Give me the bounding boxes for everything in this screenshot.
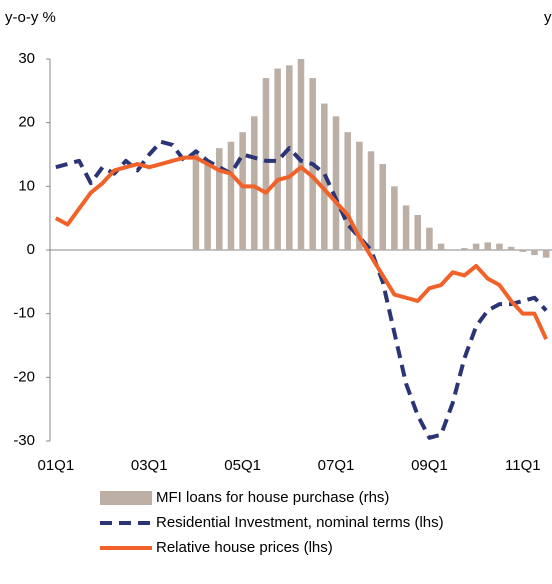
y-tick-label: 0 xyxy=(27,241,35,258)
bar xyxy=(356,141,363,250)
y-tick-label: 30 xyxy=(18,50,35,67)
bar xyxy=(204,160,211,250)
y-tick-label: -30 xyxy=(13,432,35,449)
bar xyxy=(239,132,246,250)
y-tick-label: -10 xyxy=(13,305,35,322)
bar xyxy=(507,246,515,250)
bar xyxy=(472,243,480,250)
y-tick-label: 20 xyxy=(18,114,35,131)
y-tick-label: -20 xyxy=(13,368,35,385)
bar xyxy=(414,214,422,250)
bar xyxy=(367,151,375,250)
x-tick-label: 11Q1 xyxy=(505,457,541,474)
x-tick-label: 05Q1 xyxy=(224,457,261,474)
legend-label: MFI loans for house purchase (rhs) xyxy=(156,489,389,506)
y2-axis-label: y xyxy=(544,9,552,26)
x-tick-label: 03Q1 xyxy=(131,457,168,474)
x-tick-label: 01Q1 xyxy=(37,457,74,474)
x-tick-label: 09Q1 xyxy=(411,457,448,474)
legend-label: Residential Investment, nominal terms (l… xyxy=(156,514,444,531)
bar xyxy=(297,59,305,250)
y-axis-label: y-o-y % xyxy=(5,9,56,26)
legend-label: Relative house prices (lhs) xyxy=(156,539,333,556)
bar xyxy=(262,78,270,250)
bar xyxy=(344,132,351,250)
bar xyxy=(461,248,468,250)
x-tick-label: 07Q1 xyxy=(318,457,355,474)
bar xyxy=(274,68,281,250)
bar xyxy=(251,116,258,250)
bar xyxy=(519,250,527,252)
legend-swatch xyxy=(100,491,152,505)
bar xyxy=(286,65,293,250)
bar xyxy=(227,141,235,250)
bar xyxy=(391,186,398,250)
bar xyxy=(542,250,550,258)
bar xyxy=(379,164,386,250)
y-tick-label: 10 xyxy=(18,177,35,194)
bar xyxy=(531,250,538,256)
bar xyxy=(402,205,410,250)
bar xyxy=(332,116,340,250)
bar xyxy=(216,148,223,250)
bar xyxy=(192,154,200,250)
bar xyxy=(484,242,492,250)
line-series xyxy=(55,139,548,440)
bar xyxy=(426,227,433,250)
bar xyxy=(496,243,503,250)
line-series xyxy=(54,155,548,340)
bar xyxy=(437,243,445,250)
